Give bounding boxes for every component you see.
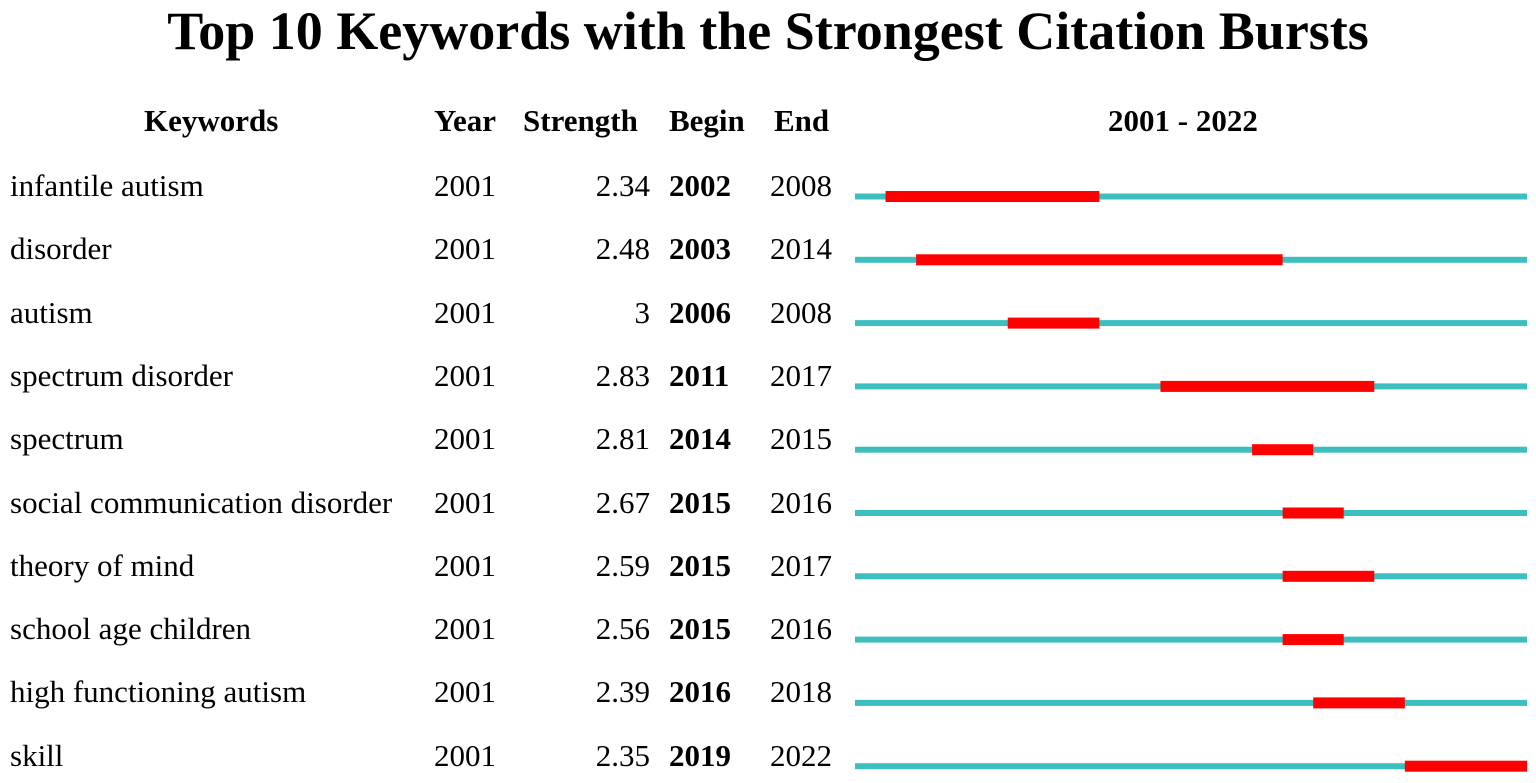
burst-bar xyxy=(1007,317,1100,329)
strength-value: 2.59 xyxy=(595,547,650,583)
year-value: 2001 xyxy=(434,484,496,520)
keyword-label: high functioning autism xyxy=(10,674,307,710)
keyword-label: school age children xyxy=(10,611,252,647)
end-year: 2017 xyxy=(770,357,832,393)
begin-year: 2003 xyxy=(669,231,731,267)
begin-year: 2014 xyxy=(669,421,731,457)
header-strength: Strength xyxy=(523,103,638,138)
chart-title: Top 10 Keywords with the Strongest Citat… xyxy=(167,1,1369,61)
strength-value: 2.56 xyxy=(595,611,650,647)
burst-bar xyxy=(1404,760,1527,772)
year-value: 2001 xyxy=(434,421,496,457)
keyword-label: disorder xyxy=(10,231,112,267)
end-year: 2022 xyxy=(770,737,832,773)
year-value: 2001 xyxy=(434,547,496,583)
begin-year: 2016 xyxy=(669,674,731,710)
end-year: 2008 xyxy=(770,168,832,203)
burst-bar xyxy=(885,191,1100,202)
begin-year: 2011 xyxy=(669,357,730,393)
begin-year: 2002 xyxy=(669,168,731,203)
keyword-label: autism xyxy=(10,294,93,330)
strength-value: 2.35 xyxy=(595,737,650,773)
end-year: 2015 xyxy=(770,421,832,457)
burst-bar xyxy=(1252,444,1314,456)
timeline-baseline xyxy=(855,699,1527,706)
timeline-baseline xyxy=(855,510,1527,516)
timeline-baseline xyxy=(855,573,1527,580)
strength-value: 2.83 xyxy=(595,357,650,393)
end-year: 2014 xyxy=(770,231,832,267)
strength-value: 2.81 xyxy=(595,421,650,457)
keyword-label: spectrum disorder xyxy=(10,357,233,393)
year-value: 2001 xyxy=(434,611,496,647)
strength-value: 2.67 xyxy=(595,484,650,520)
burst-bar xyxy=(916,254,1283,266)
strength-value: 2.48 xyxy=(595,231,650,267)
end-year: 2016 xyxy=(770,484,832,520)
header-keywords: Keywords xyxy=(144,103,279,138)
end-year: 2017 xyxy=(770,547,832,583)
end-year: 2016 xyxy=(770,611,832,647)
begin-year: 2019 xyxy=(669,737,731,773)
year-value: 2001 xyxy=(434,674,496,710)
timeline-baseline xyxy=(855,763,1527,770)
header-timeline-range: 2001 - 2022 xyxy=(1108,103,1258,138)
begin-year: 2015 xyxy=(669,611,731,647)
header-year: Year xyxy=(434,103,496,138)
header-end: End xyxy=(774,103,830,138)
end-year: 2008 xyxy=(770,294,832,330)
keyword-label: theory of mind xyxy=(10,547,195,583)
header-begin: Begin xyxy=(669,103,745,138)
begin-year: 2015 xyxy=(669,547,731,583)
keyword-label: social communication disorder xyxy=(10,484,393,520)
strength-value: 3 xyxy=(634,294,651,330)
burst-bar xyxy=(1282,507,1344,519)
burst-bar xyxy=(1313,697,1405,709)
timeline-baseline xyxy=(855,446,1527,453)
burst-bar xyxy=(1282,570,1375,582)
begin-year: 2015 xyxy=(669,484,731,520)
timeline-baseline xyxy=(855,193,1527,200)
year-value: 2001 xyxy=(434,357,496,393)
burst-bar xyxy=(1160,380,1375,392)
strength-value: 2.39 xyxy=(595,674,650,710)
end-year: 2018 xyxy=(770,674,832,710)
keyword-label: spectrum xyxy=(10,421,124,457)
year-value: 2001 xyxy=(434,294,496,330)
year-value: 2001 xyxy=(434,168,496,203)
year-value: 2001 xyxy=(434,737,496,773)
keyword-label: infantile autism xyxy=(10,168,204,203)
timeline-baseline xyxy=(855,320,1527,327)
strength-value: 2.34 xyxy=(595,168,650,203)
burst-bar xyxy=(1282,634,1344,646)
timeline-baseline xyxy=(855,636,1527,643)
begin-year: 2006 xyxy=(669,294,731,330)
year-value: 2001 xyxy=(434,231,496,267)
keyword-label: skill xyxy=(10,737,64,773)
